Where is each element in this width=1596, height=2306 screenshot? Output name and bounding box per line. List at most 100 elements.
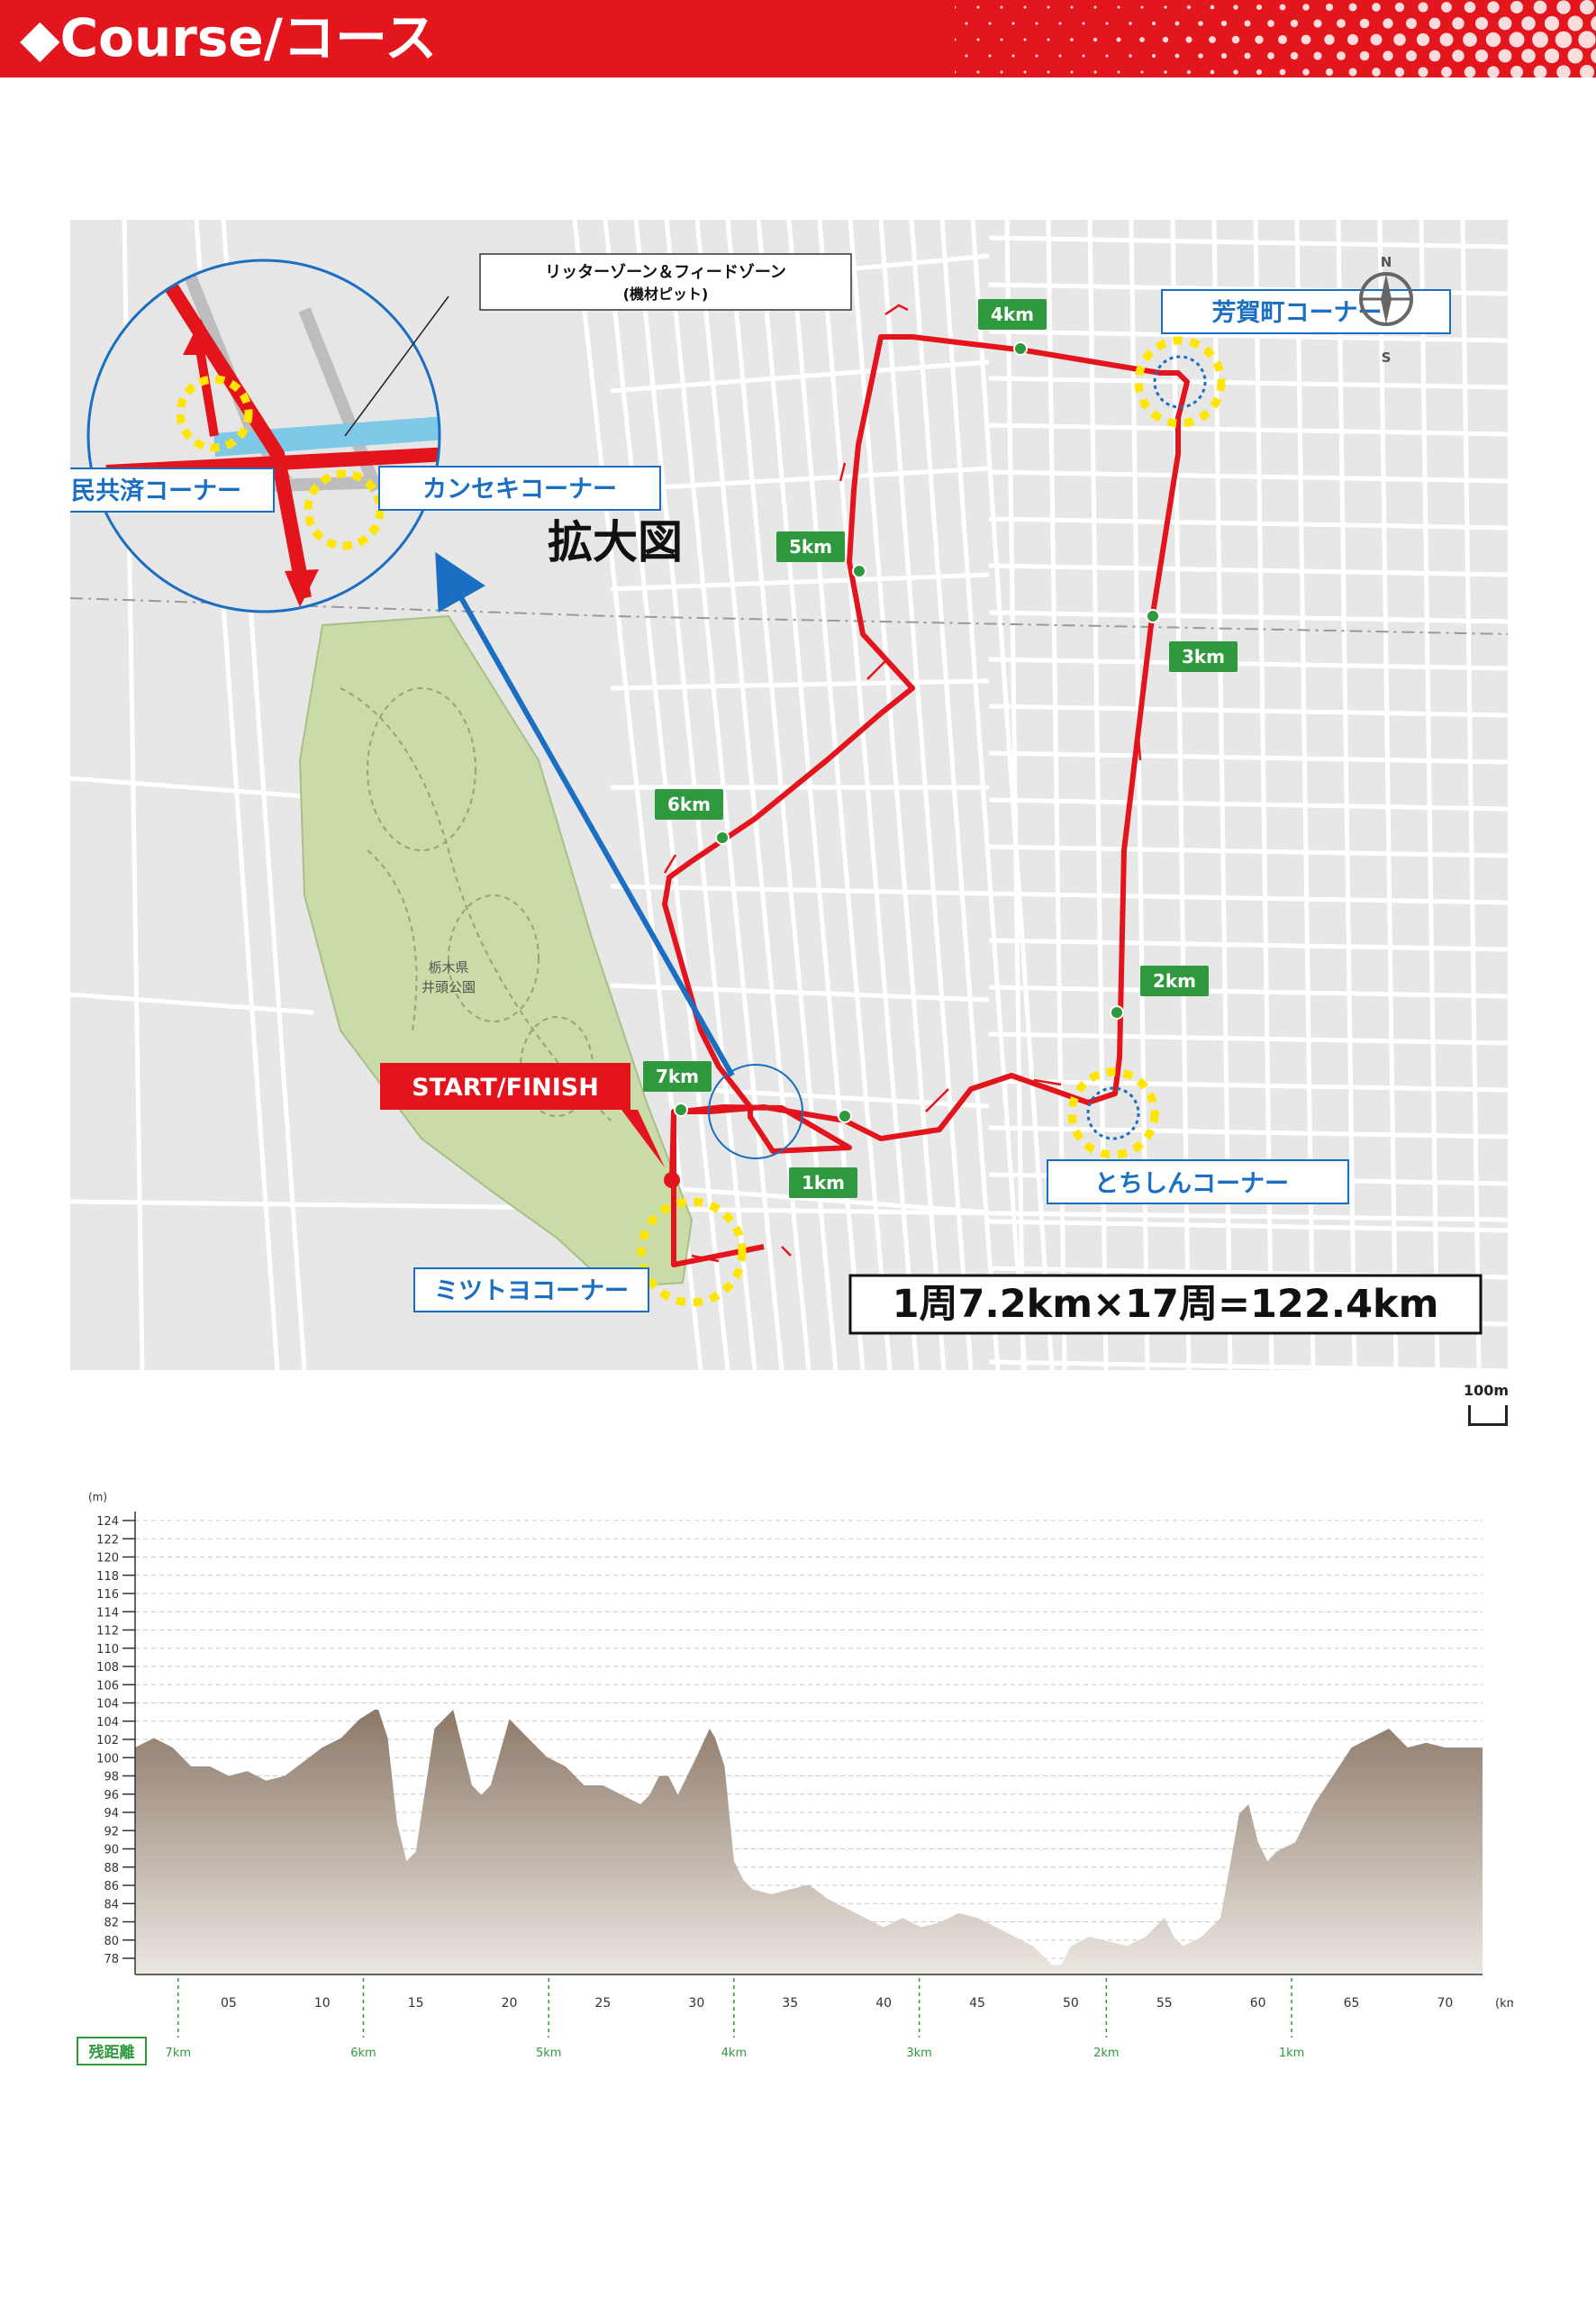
halftone-dot — [1058, 22, 1062, 25]
y-tick-label: 84 — [104, 1898, 119, 1911]
remaining-distance-label: 残距離 — [89, 2043, 135, 2062]
halftone-dot — [1302, 4, 1310, 11]
y-tick-label: 106 — [96, 1679, 119, 1693]
direction-arrows — [663, 304, 1142, 1263]
halftone-dot — [1187, 70, 1191, 74]
km-marker-box — [643, 1061, 712, 1092]
halftone-dot — [1290, 19, 1299, 28]
halftone-dot — [1439, 32, 1454, 47]
halftone-dot — [1082, 22, 1085, 25]
street — [988, 1078, 1508, 1093]
x-tick-label: 15 — [408, 1996, 424, 2011]
halftone-dot — [1023, 5, 1027, 9]
x-tick-label: 65 — [1344, 1996, 1360, 2011]
halftone-dot — [1174, 53, 1180, 59]
street — [988, 329, 1508, 343]
street — [909, 220, 1001, 1370]
halftone-dot — [1441, 2, 1452, 13]
street — [610, 359, 990, 394]
street — [988, 1125, 1508, 1139]
halftone-dot — [1209, 36, 1216, 43]
halftone-dot — [1070, 5, 1074, 9]
halftone-dot — [965, 54, 968, 58]
corner-mitsutoyo: ミツトヨコーナー — [413, 1197, 747, 1312]
halftone-dot — [1372, 3, 1381, 12]
halftone-dot — [1011, 22, 1015, 25]
halftone-dot — [1035, 54, 1038, 58]
halftone-dot — [1023, 70, 1027, 74]
halftone-dot — [1521, 16, 1536, 31]
halftone-dot — [1070, 70, 1074, 74]
halftone-dot — [1198, 21, 1203, 26]
halftone-dot — [1359, 18, 1370, 29]
halftone-dot — [1359, 50, 1370, 61]
halftone-dot — [1047, 70, 1050, 74]
y-tick-label: 104 — [96, 1698, 119, 1711]
halftone-dot — [1591, 48, 1596, 64]
halftone-dot — [1556, 65, 1571, 77]
km-marker-label: 6km — [667, 794, 711, 815]
elevation-area — [135, 1710, 1483, 1975]
corner-tochishin: とちしんコーナー — [1047, 1067, 1349, 1204]
halftone-dot — [1011, 54, 1015, 58]
halftone-dot — [1579, 64, 1595, 77]
remaining-tick-label: 5km — [536, 2047, 561, 2060]
halftone-dot — [1313, 19, 1322, 28]
street — [988, 235, 1508, 250]
park-label-name: 井頭公園 — [422, 979, 476, 995]
street — [664, 220, 784, 1370]
street — [988, 516, 1508, 531]
halftone-dot — [1151, 53, 1156, 59]
halftone-dot — [1164, 5, 1167, 9]
street — [817, 220, 920, 1370]
street — [988, 563, 1508, 577]
halftone-dot — [1556, 0, 1571, 14]
halftone-dot — [988, 54, 992, 58]
x-tick-label: 25 — [595, 1996, 612, 2011]
halftone-dot — [1383, 18, 1393, 29]
km-marker-box — [978, 299, 1047, 330]
remaining-tick-label: 7km — [166, 2047, 191, 2060]
halftone-dot — [1058, 54, 1062, 58]
zoom-inset-border — [86, 259, 441, 613]
x-tick-label: 55 — [1156, 1996, 1173, 2011]
scale-label: 100m — [1463, 1382, 1510, 1399]
halftone-dot — [1567, 15, 1583, 32]
halftone-dot — [1487, 1, 1500, 14]
km-marker-label: 4km — [991, 304, 1034, 325]
km-marker-box — [789, 1167, 857, 1198]
street — [988, 750, 1508, 765]
street — [610, 884, 990, 896]
y-tick-label: 88 — [104, 1862, 119, 1875]
halftone-dot — [1510, 1, 1523, 14]
start-finish-label: START/FINISH — [412, 1074, 599, 1102]
street — [988, 1359, 1508, 1370]
compass-north: N — [1381, 254, 1392, 270]
km-marker-dot — [838, 1109, 852, 1123]
km-marker-dot — [1110, 1005, 1124, 1020]
street — [1377, 220, 1399, 1370]
halftone-dot — [1337, 51, 1346, 60]
km-marker-box — [776, 531, 845, 562]
halftone-dot — [1485, 32, 1501, 48]
remaining-tick-label: 4km — [721, 2047, 747, 2060]
compass: N S — [1359, 254, 1413, 366]
halftone-dot — [1441, 67, 1452, 77]
halftone-dot — [1464, 1, 1476, 14]
halftone-dot — [1082, 54, 1085, 58]
street — [610, 983, 990, 1003]
elevation-profile: (m) 124122120118116114112110108106104104… — [77, 1491, 1513, 2065]
corner-kokumin-label: 国民共済コーナー — [70, 477, 241, 505]
km-marker-dot — [852, 564, 866, 578]
km-marker-dot — [1013, 341, 1028, 356]
street — [988, 610, 1508, 624]
km-marker-label: 1km — [802, 1172, 845, 1194]
halftone-dot — [955, 70, 957, 74]
zoom-label: 拡大図 — [548, 516, 683, 568]
halftone-dot — [1105, 22, 1109, 25]
corner-kanseki: カンセキコーナー — [378, 466, 661, 511]
halftone-dot — [1129, 54, 1132, 58]
street — [988, 422, 1508, 437]
halftone-dot — [1035, 22, 1038, 25]
halftone-dot — [1093, 70, 1097, 74]
